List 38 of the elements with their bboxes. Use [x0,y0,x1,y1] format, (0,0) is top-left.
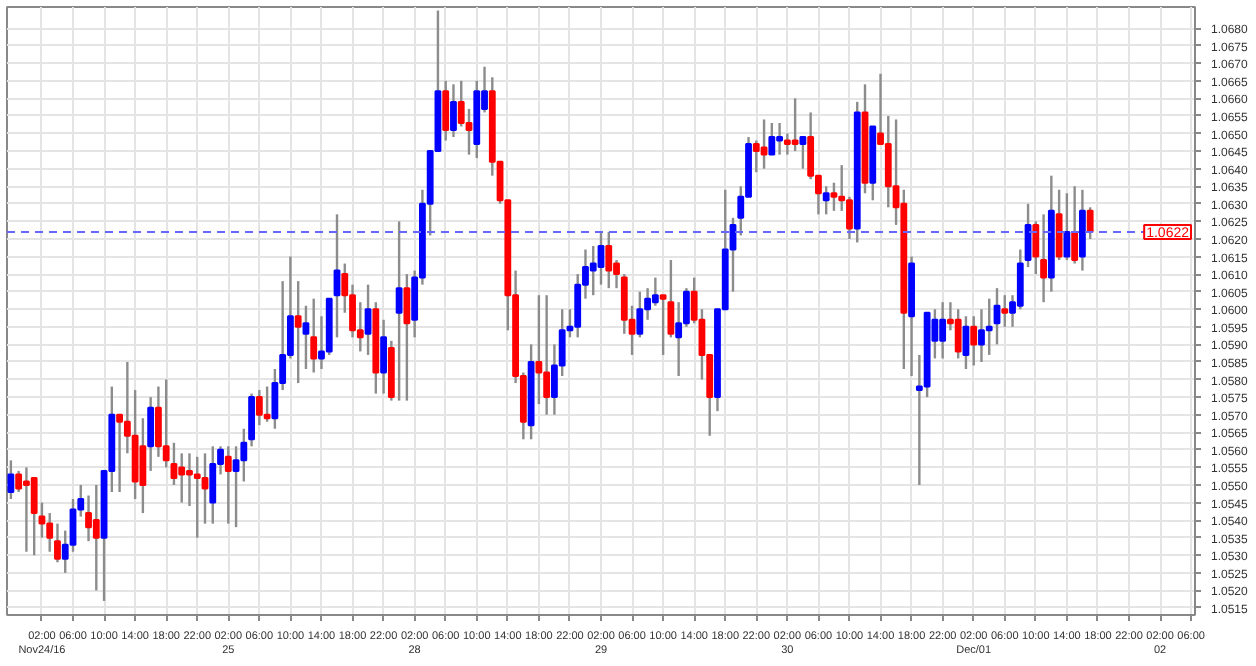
candlestick [1063,192,1071,262]
candlestick [395,220,403,402]
candlestick [170,441,178,487]
candlestick [224,445,232,525]
candlestick [178,452,186,504]
candlestick [1001,293,1009,329]
candlestick [1086,206,1094,241]
candlestick [830,181,838,213]
candlestick [597,230,605,286]
candlestick [92,483,100,592]
candlestick [294,279,302,385]
candlestick [465,107,473,156]
candlestick [232,445,240,529]
candlestick [605,230,613,290]
candlestick [543,293,551,416]
candlestick [23,466,30,553]
candlestick [791,97,799,153]
candlestick [380,318,387,395]
candlestick [1040,213,1047,304]
candlestick [1079,188,1086,272]
candlestick [970,315,978,367]
candlestick [1055,188,1063,262]
candlestick [193,455,201,539]
candlestick [263,385,271,423]
candlestick [776,121,783,156]
candlestick [1071,185,1079,265]
candlestick [760,118,768,170]
candlestick [822,185,830,216]
candlestick [310,297,318,374]
candlestick [450,83,457,139]
candlestick [442,79,450,142]
candlestick [255,388,263,427]
candlestick [209,445,217,525]
candlestick [155,385,162,459]
candlestick [962,315,970,371]
candlestick [302,304,310,371]
candlestick [364,283,372,357]
candlestick [939,301,947,360]
